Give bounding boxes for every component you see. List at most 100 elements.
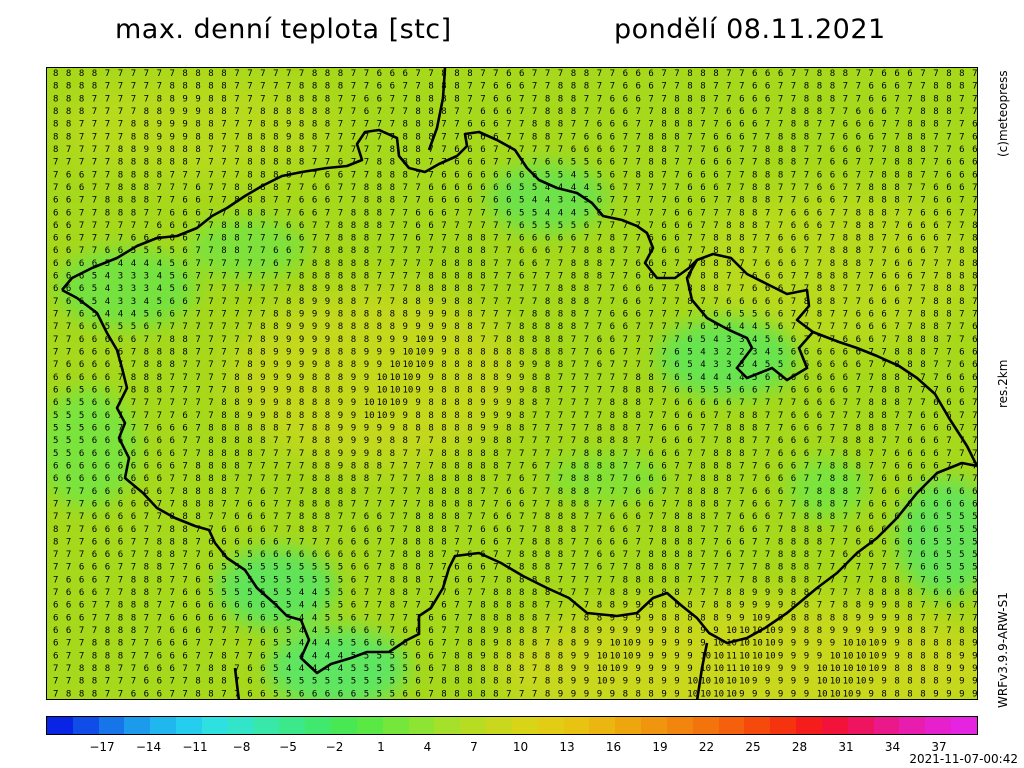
warm-areas xyxy=(57,78,977,699)
grid-value: 7 xyxy=(403,107,408,117)
grid-value: 6 xyxy=(674,246,679,256)
grid-value: 5 xyxy=(571,221,576,231)
grid-value: 7 xyxy=(907,575,912,585)
grid-value: 6 xyxy=(53,398,58,408)
grid-value: 6 xyxy=(778,322,783,332)
grid-value: 7 xyxy=(338,196,343,206)
grid-value: 5 xyxy=(338,575,343,585)
grid-value: 7 xyxy=(959,613,964,623)
grid-value: 8 xyxy=(623,436,628,446)
grid-value: 7 xyxy=(519,120,524,130)
grid-value: 6 xyxy=(739,386,744,396)
grid-value: 7 xyxy=(467,613,472,623)
grid-value: 7 xyxy=(532,664,537,674)
grid-value: 7 xyxy=(597,310,602,320)
grid-value: 7 xyxy=(545,613,550,623)
grid-value: 9 xyxy=(377,424,382,434)
grid-value: 9 xyxy=(623,677,628,687)
grid-value: 8 xyxy=(454,94,459,104)
grid-value: 6 xyxy=(610,512,615,522)
grid-value: 8 xyxy=(687,107,692,117)
grid-value: 6 xyxy=(558,234,563,244)
grid-value: 8 xyxy=(441,677,446,687)
grid-value: 9 xyxy=(428,386,433,396)
grid-value: 7 xyxy=(390,512,395,522)
grid-value: 8 xyxy=(403,424,408,434)
grid-value: 6 xyxy=(661,259,666,269)
grid-value: 8 xyxy=(532,639,537,649)
grid-value: 8 xyxy=(338,234,343,244)
grid-value: 7 xyxy=(700,537,705,547)
grid-value: 8 xyxy=(182,512,187,522)
grid-value: 6 xyxy=(234,537,239,547)
grid-value: 9 xyxy=(661,689,666,699)
grid-value: 9 xyxy=(364,360,369,370)
grid-value: 6 xyxy=(920,246,925,256)
grid-value: 8 xyxy=(674,512,679,522)
grid-value: 10 xyxy=(856,639,867,649)
grid-value: 7 xyxy=(623,550,628,560)
grid-value: 6 xyxy=(623,107,628,117)
grid-value: 7 xyxy=(558,411,563,421)
grid-value: 7 xyxy=(325,145,330,155)
grid-value: 8 xyxy=(325,373,330,383)
grid-value: 7 xyxy=(532,424,537,434)
grid-value: 6 xyxy=(208,563,213,573)
grid-value: 7 xyxy=(765,398,770,408)
grid-value: 8 xyxy=(454,664,459,674)
grid-value: 7 xyxy=(856,69,861,79)
grid-value: 7 xyxy=(700,588,705,598)
grid-value: 8 xyxy=(610,462,615,472)
grid-value: 7 xyxy=(118,94,123,104)
grid-value: 6 xyxy=(843,373,848,383)
grid-value: 6 xyxy=(817,348,822,358)
grid-value: 6 xyxy=(92,525,97,535)
grid-value: 6 xyxy=(817,398,822,408)
grid-value: 7 xyxy=(364,145,369,155)
grid-value: 6 xyxy=(894,297,899,307)
grid-value: 6 xyxy=(907,234,912,244)
grid-value: 7 xyxy=(545,601,550,611)
grid-value: 8 xyxy=(519,588,524,598)
grid-value: 6 xyxy=(92,360,97,370)
grid-value: 7 xyxy=(636,246,641,256)
grid-value: 6 xyxy=(907,487,912,497)
grid-value: 7 xyxy=(390,297,395,307)
grid-value: 6 xyxy=(105,386,110,396)
grid-value: 8 xyxy=(221,677,226,687)
grid-value: 7 xyxy=(623,272,628,282)
grid-value: 7 xyxy=(286,208,291,218)
grid-value: 7 xyxy=(752,398,757,408)
grid-value: 10 xyxy=(869,651,880,661)
grid-value: 7 xyxy=(661,94,666,104)
grid-value: 7 xyxy=(817,145,822,155)
grid-value: 8 xyxy=(674,94,679,104)
grid-value: 7 xyxy=(636,424,641,434)
grid-value: 8 xyxy=(454,259,459,269)
grid-value: 7 xyxy=(920,373,925,383)
grid-value: 9 xyxy=(830,639,835,649)
grid-value: 9 xyxy=(480,424,485,434)
grid-value: 7 xyxy=(817,601,822,611)
grid-value: 8 xyxy=(946,272,951,282)
grid-value: 7 xyxy=(946,626,951,636)
color-scale-bar xyxy=(46,716,978,735)
grid-value: 10 xyxy=(700,689,711,699)
grid-value: 6 xyxy=(752,107,757,117)
grid-value: 9 xyxy=(532,360,537,370)
grid-value: 7 xyxy=(273,69,278,79)
grid-value: 8 xyxy=(843,449,848,459)
grid-value: 7 xyxy=(428,145,433,155)
grid-value: 8 xyxy=(144,158,149,168)
grid-value: 7 xyxy=(972,107,977,117)
grid-value: 7 xyxy=(597,284,602,294)
grid-value: 7 xyxy=(623,335,628,345)
grid-value: 10 xyxy=(843,639,854,649)
grid-value: 6 xyxy=(700,196,705,206)
grid-value: 8 xyxy=(739,208,744,218)
grid-value: 7 xyxy=(480,208,485,218)
grid-value: 7 xyxy=(623,158,628,168)
grid-value: 8 xyxy=(881,208,886,218)
color-scale-tick-label: 37 xyxy=(931,740,947,754)
grid-value: 8 xyxy=(610,601,615,611)
